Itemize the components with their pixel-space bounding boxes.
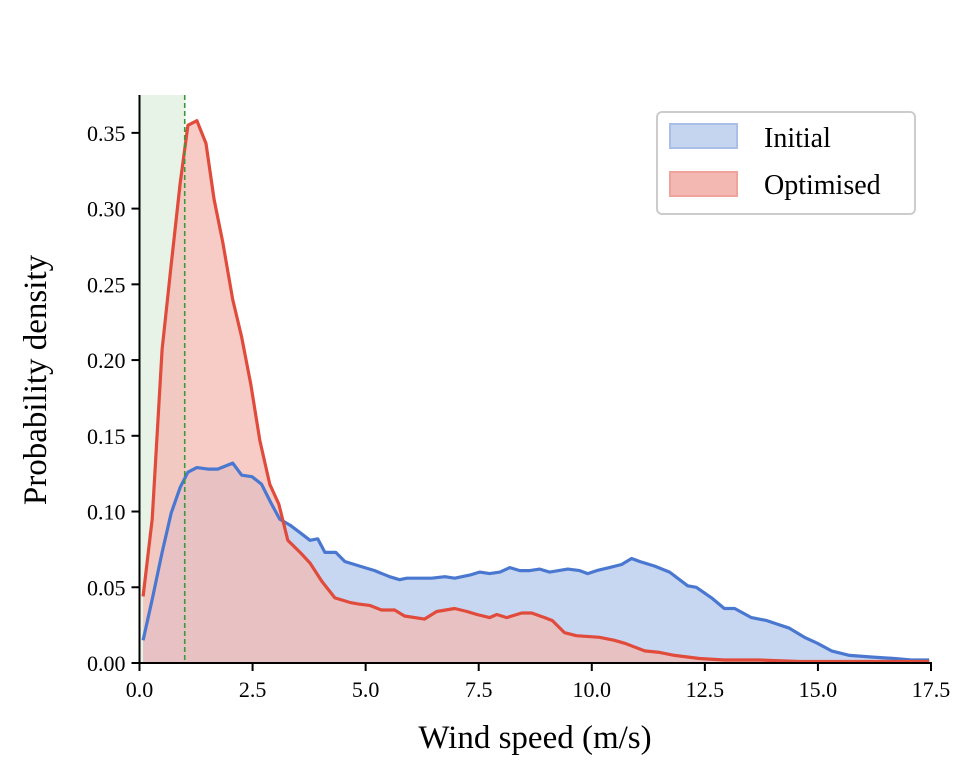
y-tick-label: 0.20 [87, 348, 126, 373]
y-tick-label: 0.00 [87, 651, 126, 676]
line-optimised [141, 119, 930, 664]
x-tick-label: 7.5 [465, 677, 493, 702]
y-tick-label: 0.10 [87, 500, 126, 525]
x-tick-label: 15.0 [799, 677, 838, 702]
line-initial [141, 461, 930, 662]
y-tick-label: 0.35 [87, 121, 126, 146]
x-tick-label: 0.0 [126, 677, 154, 702]
y-tick-label: 0.25 [87, 272, 126, 297]
x-tick-label: 2.5 [239, 677, 267, 702]
y-tick-label: 0.30 [87, 197, 126, 222]
plot-area [139, 95, 930, 664]
x-tick-label: 12.5 [686, 677, 725, 702]
series-layer [141, 119, 930, 664]
y-ticks: 0.00 0.05 0.10 0.15 0.20 0.25 0.30 0.35 [87, 121, 140, 676]
legend-swatch-initial [669, 123, 738, 149]
legend: Initial Optimised [656, 111, 916, 215]
area-optimised [143, 120, 930, 663]
x-tick-label: 17.5 [912, 677, 951, 702]
legend-swatch-optimised [669, 171, 738, 197]
x-tick-label: 5.0 [352, 677, 380, 702]
legend-label-initial: Initial [764, 123, 831, 154]
x-axis-label: Wind speed (m/s) [418, 720, 651, 756]
y-tick-label: 0.05 [87, 575, 126, 600]
y-axis-label: Probability density [18, 254, 54, 505]
y-tick-label: 0.15 [87, 424, 126, 449]
x-tick-label: 10.0 [573, 677, 612, 702]
x-ticks: 0.0 2.5 5.0 7.5 10.0 12.5 15.0 17.5 [126, 663, 951, 702]
legend-label-optimised: Optimised [764, 170, 881, 201]
